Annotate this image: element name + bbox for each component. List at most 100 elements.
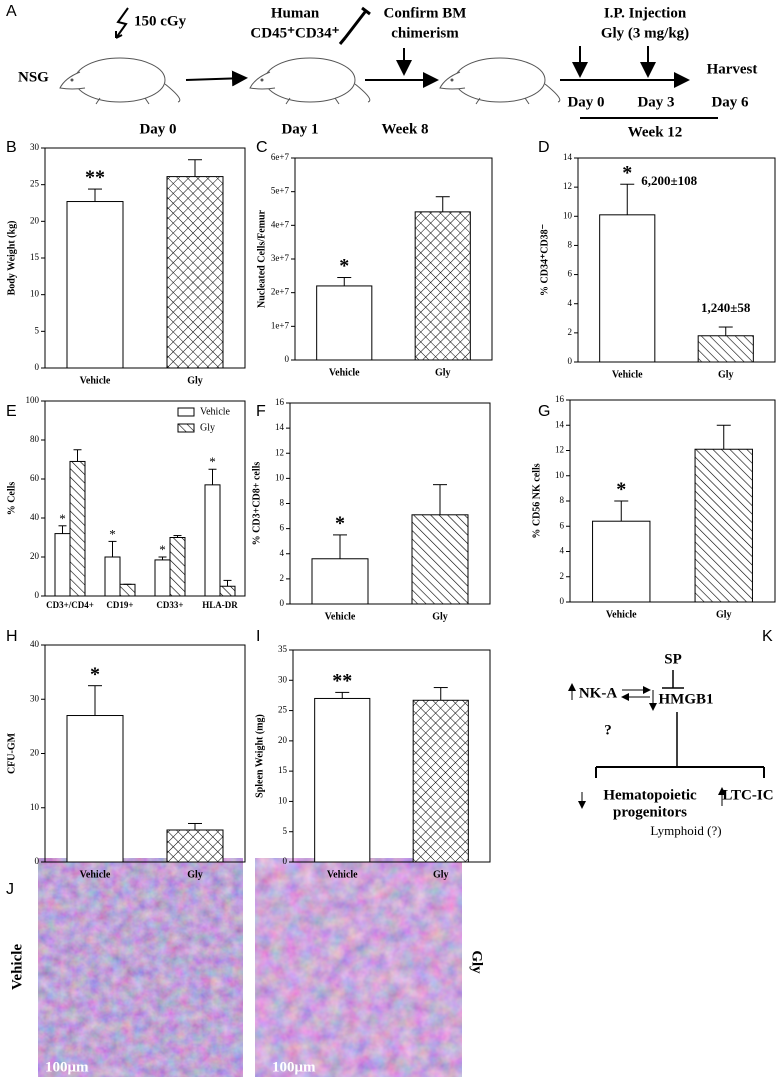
x-tick-label: Vehicle xyxy=(80,375,111,386)
significance-label: * xyxy=(339,255,349,277)
arrow xyxy=(185,70,248,87)
y-tick-label: 10 xyxy=(555,470,565,480)
node-label: LTC-IC xyxy=(722,787,773,803)
strain-label: NSG xyxy=(18,69,49,85)
y-axis-label: % Cells xyxy=(6,482,17,516)
y-axis-label: % CD56 NK cells xyxy=(531,463,542,538)
bar xyxy=(166,829,224,863)
y-tick-label: 20 xyxy=(30,551,40,561)
mouse xyxy=(59,57,181,105)
node-label: NK-A xyxy=(579,685,617,701)
y-tick-label: 30 xyxy=(30,693,40,703)
bar xyxy=(66,715,124,863)
y-tick-label: 6 xyxy=(280,523,285,533)
x-tick-label: Gly xyxy=(433,869,449,880)
y-tick-label: 12 xyxy=(563,181,572,191)
y-tick-label: 30 xyxy=(30,142,40,152)
y-tick-label: 25 xyxy=(30,179,40,189)
x-tick-label: Vehicle xyxy=(80,869,111,880)
panel-letter: K xyxy=(762,628,773,645)
y-tick-label: 10 xyxy=(563,210,573,220)
y-tick-label: 14 xyxy=(563,152,573,162)
significance-label: * xyxy=(90,663,100,685)
y-tick-label: 2 xyxy=(568,327,573,337)
node-label: progenitors xyxy=(613,804,687,820)
y-tick-label: 25 xyxy=(278,705,288,715)
y-tick-label: 8 xyxy=(568,239,573,249)
x-tick-label: CD33+ xyxy=(156,600,183,610)
confirm-label: chimerism xyxy=(391,25,459,41)
y-tick-label: 16 xyxy=(275,397,285,407)
injection-label: I.P. Injection xyxy=(604,5,687,21)
y-tick-label: 10 xyxy=(30,802,40,812)
y-tick-label: 6 xyxy=(560,520,565,530)
confirm-label: Confirm BM xyxy=(384,5,467,21)
bar xyxy=(599,214,656,363)
bar xyxy=(414,211,471,361)
x-tick-label: Gly xyxy=(718,369,734,380)
y-tick-label: 2 xyxy=(560,571,565,581)
x-tick-label: HLA-DR xyxy=(202,600,238,610)
y-tick-label: 14 xyxy=(555,419,565,429)
panel-letter: H xyxy=(6,628,18,645)
bar xyxy=(592,520,651,603)
y-axis-label: % CD34⁺CD38⁻ xyxy=(539,224,550,296)
plot-frame xyxy=(292,649,491,863)
bar xyxy=(154,559,171,597)
plot-frame xyxy=(44,400,246,597)
x-tick-label: Gly xyxy=(187,869,203,880)
node-label: Hematopoietic xyxy=(603,787,697,803)
y-tick-label: 4 xyxy=(568,298,573,308)
legend-label: Vehicle xyxy=(200,406,231,417)
timeline-label: Day 6 xyxy=(711,94,749,110)
y-tick-label: 10 xyxy=(30,289,40,299)
panel-letter: E xyxy=(6,403,17,420)
significance-label: * xyxy=(109,526,116,541)
x-tick-label: Vehicle xyxy=(327,869,358,880)
significance-label: * xyxy=(59,511,66,526)
y-tick-label: 35 xyxy=(278,644,288,654)
x-tick-label: Vehicle xyxy=(329,367,360,378)
y-tick-label: 8 xyxy=(280,498,285,508)
node-label: HMGB1 xyxy=(659,691,714,707)
y-tick-label: 4 xyxy=(280,548,285,558)
y-tick-label: 40 xyxy=(30,512,40,522)
bar xyxy=(204,484,221,597)
significance-label: ** xyxy=(85,167,105,189)
y-axis-label: CFU-GM xyxy=(6,732,17,774)
bar xyxy=(69,460,86,597)
x-tick-label: Gly xyxy=(435,367,451,378)
bar xyxy=(166,176,224,369)
y-tick-label: 20 xyxy=(30,748,40,758)
panel-letter: C xyxy=(256,139,268,156)
y-tick-label: 30 xyxy=(278,674,288,684)
radiation-icon xyxy=(115,7,129,39)
stage-label: Week 8 xyxy=(381,121,428,137)
plot-frame xyxy=(577,157,776,363)
panel-letter: B xyxy=(6,139,17,156)
y-tick-label: 0 xyxy=(568,356,573,366)
y-tick-label: 1e+7 xyxy=(271,320,290,330)
y-tick-label: 0 xyxy=(280,598,285,608)
mouse xyxy=(439,57,561,105)
x-tick-label: Gly xyxy=(432,611,448,622)
significance-label: * xyxy=(622,162,632,184)
y-tick-label: 40 xyxy=(30,639,40,649)
y-tick-label: 5e+7 xyxy=(271,186,290,196)
image-label: Vehicle xyxy=(9,944,25,990)
y-tick-label: 0 xyxy=(35,590,40,600)
y-tick-label: 6 xyxy=(568,269,573,279)
timeline-label: Day 0 xyxy=(567,94,604,110)
histology-image xyxy=(255,858,462,1077)
significance-label: * xyxy=(616,479,626,501)
stage-label: Day 0 xyxy=(139,121,176,137)
node-label: SP xyxy=(664,651,682,667)
cells-label: Human xyxy=(271,5,320,21)
y-axis-label: Spleen Weight (mg) xyxy=(254,714,265,798)
significance-label: * xyxy=(159,542,166,557)
bar xyxy=(311,558,369,605)
y-tick-label: 60 xyxy=(30,473,40,483)
harvest-label: Harvest xyxy=(707,61,758,77)
y-axis-label: % CD3+CD8+ cells xyxy=(251,462,262,546)
